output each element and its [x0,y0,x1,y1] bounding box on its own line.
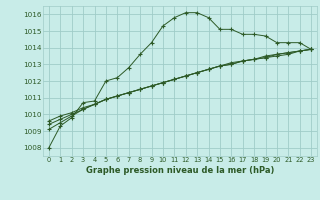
X-axis label: Graphe pression niveau de la mer (hPa): Graphe pression niveau de la mer (hPa) [86,166,274,175]
